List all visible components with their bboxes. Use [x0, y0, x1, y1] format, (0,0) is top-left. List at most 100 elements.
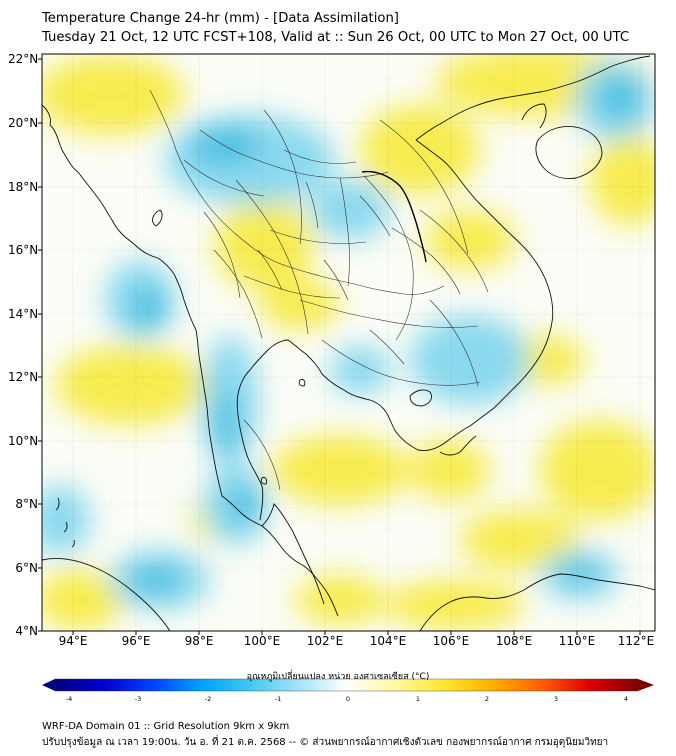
- coastlines: [42, 55, 655, 631]
- leizhou-peninsula: [521, 103, 547, 129]
- axis-ticks: [38, 58, 641, 635]
- border-line: [243, 275, 341, 299]
- border-line: [305, 181, 319, 229]
- border-line: [339, 177, 350, 287]
- island: [71, 539, 75, 548]
- island: [298, 379, 306, 387]
- mekong-border-thick: [361, 170, 427, 263]
- lat-label: 12°N: [8, 370, 39, 384]
- colorbar-tick: 3: [553, 695, 559, 703]
- border-line: [235, 179, 309, 335]
- lat-label: 22°N: [8, 52, 39, 66]
- lon-label: 106°E: [432, 634, 470, 648]
- lon-label: 96°E: [121, 634, 151, 648]
- myanmar-coast: [42, 104, 223, 497]
- border-line: [269, 229, 367, 244]
- cool-patch: [310, 180, 390, 240]
- border-line: [149, 89, 445, 295]
- strong-cool-patch: [132, 288, 168, 328]
- colorbar-tick: -1: [274, 695, 282, 703]
- admin-borders: [149, 89, 489, 491]
- island: [63, 521, 68, 533]
- lat-label: 6°N: [15, 561, 38, 575]
- colorbar-low-extend: [42, 679, 55, 691]
- border-line: [183, 159, 265, 197]
- border-line: [213, 249, 263, 339]
- lat-label: 14°N: [8, 307, 39, 321]
- lat-label: 4°N: [15, 624, 38, 638]
- colorbar-border: [54, 678, 639, 692]
- colorbar-tick: 1: [415, 695, 421, 703]
- delta-island: [152, 209, 163, 227]
- warm-patch: [215, 200, 315, 290]
- border-line: [321, 339, 481, 386]
- colorbar-title: อุณหภูมิเปลี่ยนแปลง หน่วย องศาเซลเซียส (…: [246, 672, 430, 682]
- warm-patch: [385, 580, 525, 630]
- lat-label: 8°N: [15, 497, 38, 511]
- lat-label: 18°N: [8, 180, 39, 194]
- indochina-coast: [236, 139, 554, 521]
- colorbar-tick: 2: [484, 695, 490, 703]
- map-frame: [41, 53, 656, 632]
- border-line: [323, 259, 349, 301]
- warm-patch: [42, 570, 125, 630]
- warm-patch: [425, 210, 515, 270]
- border-line: [257, 249, 283, 291]
- strong-cool-patch: [190, 127, 260, 163]
- sumatra-coast: [42, 557, 171, 631]
- warm-patch: [55, 345, 205, 425]
- border-line: [263, 109, 302, 245]
- colorbar-tick: -2: [204, 695, 212, 703]
- strong-cool-patch: [562, 560, 598, 584]
- warm-patch: [540, 420, 655, 520]
- border-line: [199, 129, 389, 179]
- tonle-sap-lake: [409, 389, 433, 407]
- border-line: [429, 299, 479, 387]
- lon-label: 110°E: [558, 634, 596, 648]
- mekong-delta: [439, 435, 477, 456]
- warm-patch: [295, 575, 385, 625]
- warm-patch: [260, 280, 340, 330]
- colorbar-tick: -3: [134, 695, 142, 703]
- warm-patch: [360, 105, 480, 195]
- border-line: [283, 149, 357, 164]
- footer-credit: ปรับปรุงข้อมูล ณ เวลา 19:00น. วัน อ. ที่…: [42, 737, 609, 748]
- border-line: [419, 209, 489, 293]
- malay-west-coast: [221, 495, 339, 617]
- border-line: [359, 195, 391, 237]
- cool-patch: [410, 315, 530, 405]
- strong-cool-patch: [229, 485, 261, 525]
- strong-cool-patch: [213, 390, 237, 460]
- island: [260, 477, 268, 485]
- map-subtitle: Tuesday 21 Oct, 12 UTC FCST+108, Valid a…: [42, 30, 630, 45]
- colorbar-tick: 4: [623, 695, 629, 703]
- borneo-coast: [419, 573, 655, 631]
- border-line: [203, 211, 241, 299]
- temperature-field: [42, 54, 655, 631]
- warm-patch: [42, 55, 185, 135]
- colorbar: [42, 678, 654, 692]
- colorbar-high-extend: [638, 679, 654, 691]
- warm-patch: [270, 435, 410, 505]
- strong-cool-patch: [600, 76, 640, 120]
- border-line: [379, 119, 469, 255]
- island: [55, 497, 60, 511]
- strong-cool-patch: [130, 566, 180, 594]
- lon-label: 94°E: [58, 634, 88, 648]
- footer-model-info: WRF-DA Domain 01 :: Grid Resolution 9km …: [42, 721, 290, 732]
- lon-label: 108°E: [495, 634, 533, 648]
- border-line: [369, 329, 405, 365]
- lon-label: 104°E: [369, 634, 407, 648]
- warm-patch: [590, 135, 655, 225]
- warm-patch: [460, 510, 580, 570]
- border-line: [363, 175, 414, 341]
- border-line: [391, 227, 461, 295]
- china-coast: [415, 55, 651, 141]
- colorbar-tick: 0: [345, 695, 351, 703]
- map-title: Temperature Change 24-hr (mm) - [Data As…: [42, 11, 399, 26]
- border-line: [243, 419, 281, 491]
- border-line: [299, 299, 479, 328]
- graticule: [42, 54, 655, 631]
- hainan-island: [535, 126, 603, 179]
